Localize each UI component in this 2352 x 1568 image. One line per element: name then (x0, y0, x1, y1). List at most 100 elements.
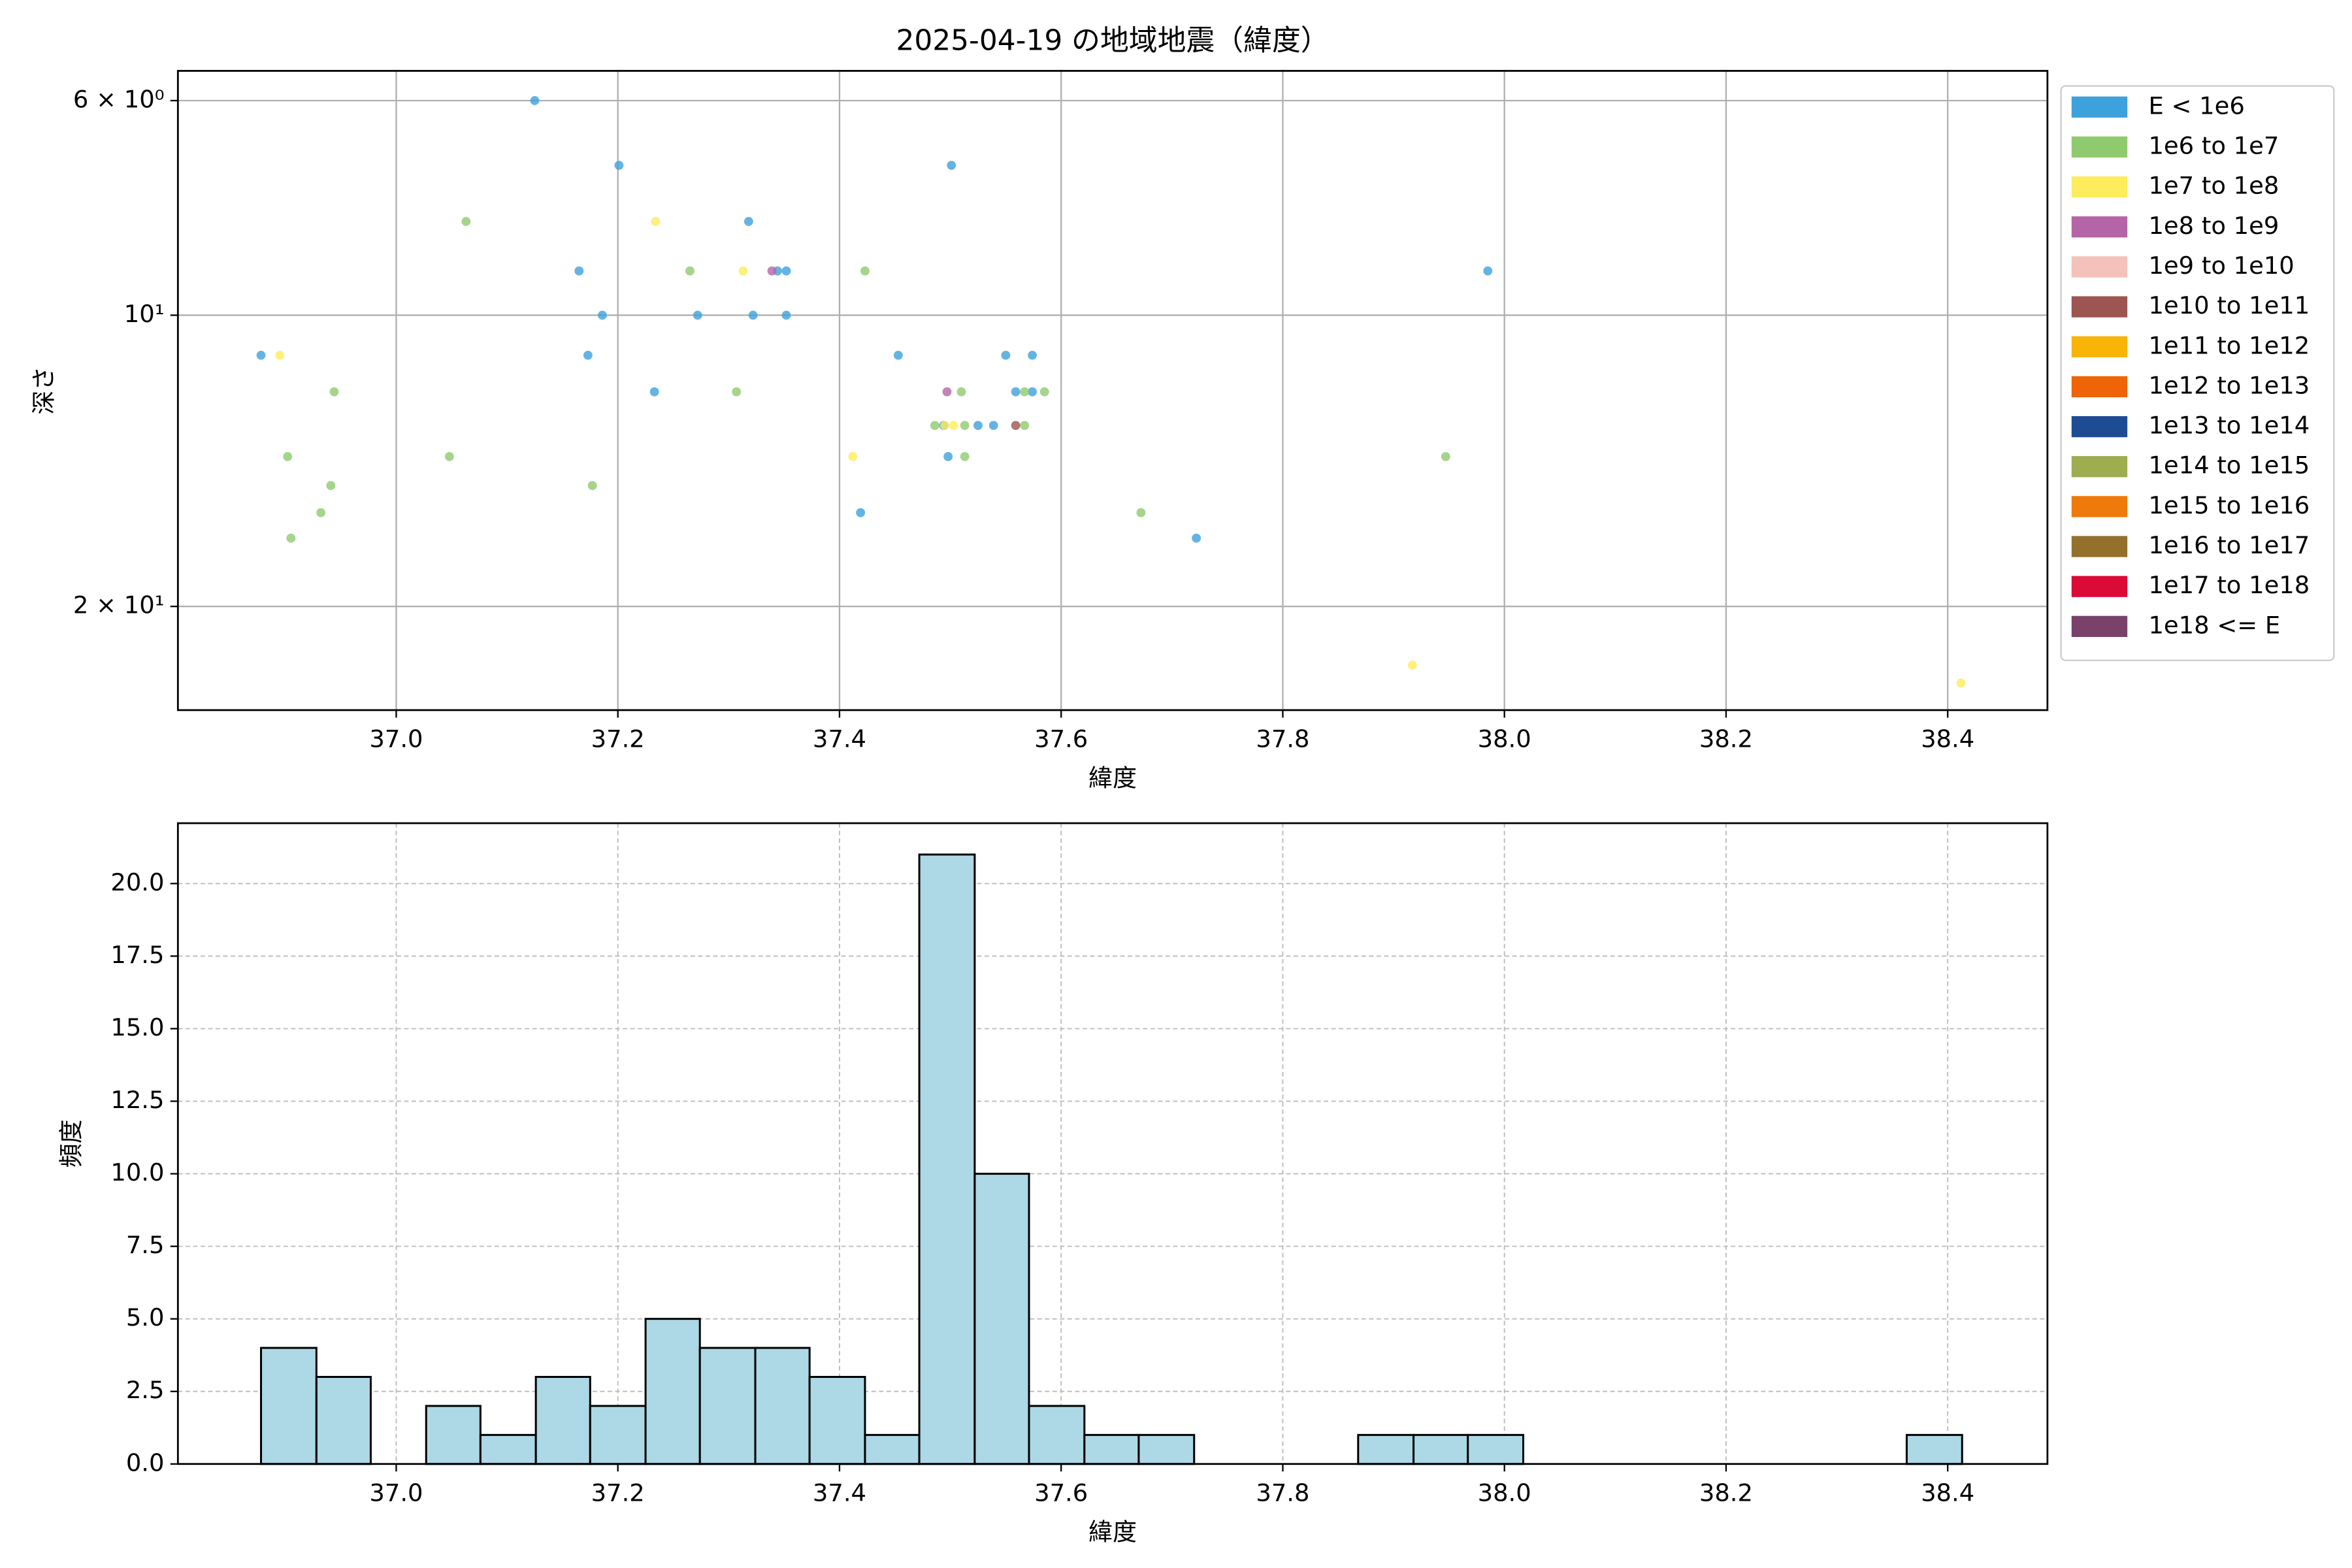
x-tick-label: 38.0 (1478, 1478, 1531, 1507)
point (598, 310, 607, 320)
point (649, 387, 659, 397)
x-tick-label: 37.0 (369, 1478, 423, 1507)
point (1483, 266, 1493, 276)
plot-frame (176, 70, 2049, 711)
point (940, 421, 950, 431)
point (860, 266, 870, 276)
point (316, 508, 326, 517)
legend-label: 1e10 to 1e11 (2148, 291, 2310, 319)
point (693, 310, 702, 320)
point (1028, 387, 1037, 397)
bar (1083, 1433, 1140, 1465)
point (743, 217, 753, 226)
x-tick-label: 37.2 (591, 1478, 645, 1507)
bar (479, 1433, 537, 1465)
bar (1357, 1433, 1415, 1465)
point (256, 350, 266, 360)
legend-swatch (2071, 216, 2128, 238)
legend-swatch (2071, 416, 2128, 438)
y-axis-label: 頻度 (57, 1119, 85, 1168)
y-tick-label: 12.5 (110, 1086, 164, 1114)
legend-swatch (2071, 536, 2128, 557)
point (781, 266, 791, 276)
x-tick-label: 38.4 (1921, 1478, 1974, 1507)
point (574, 266, 584, 276)
legend-swatch (2071, 96, 2128, 118)
bar (754, 1347, 811, 1465)
point (781, 310, 791, 320)
x-tick-label: 37.4 (813, 725, 866, 753)
y-tick-label: 0.0 (126, 1448, 165, 1477)
x-tick-label: 38.0 (1478, 725, 1531, 753)
bar (1137, 1433, 1196, 1465)
bar (973, 1173, 1030, 1465)
plot-frame (176, 822, 2049, 1465)
x-tick-label: 37.0 (369, 725, 423, 753)
legend-label: E < 1e6 (2148, 91, 2244, 120)
bar (864, 1433, 921, 1465)
y-tick-label: 10¹ (124, 300, 165, 328)
point (738, 266, 748, 276)
point (960, 451, 970, 461)
point (1407, 661, 1417, 670)
point (461, 217, 471, 226)
y-tick-label: 17.5 (110, 941, 164, 969)
point (942, 387, 952, 397)
legend-label: 1e9 to 1e10 (2148, 252, 2294, 280)
point (956, 387, 966, 397)
point (530, 96, 540, 105)
bar (534, 1376, 591, 1465)
point (1020, 387, 1030, 397)
point (947, 161, 956, 171)
point (988, 421, 998, 431)
point (1020, 421, 1030, 431)
point (1136, 508, 1146, 517)
point (614, 161, 624, 171)
point (960, 421, 970, 431)
legend-swatch (2071, 336, 2128, 357)
bar (1467, 1433, 1525, 1465)
point (973, 421, 983, 431)
y-axis-label: 深さ (30, 367, 58, 415)
legend-box (2060, 85, 2335, 661)
x-tick-label: 37.2 (591, 725, 645, 753)
point (329, 387, 339, 397)
bar (425, 1405, 482, 1465)
bar (260, 1347, 318, 1465)
point (856, 508, 866, 517)
legend-label: 1e6 to 1e7 (2148, 132, 2279, 160)
bar (644, 1318, 701, 1465)
x-axis-label: 緯度 (1088, 1518, 1137, 1546)
x-tick-label: 37.8 (1256, 725, 1309, 753)
y-tick-label: 2 × 10¹ (73, 591, 165, 619)
point (1039, 387, 1049, 397)
legend-swatch (2071, 296, 2128, 318)
point (685, 266, 694, 276)
bar (589, 1405, 647, 1465)
legend-label: 1e15 to 1e16 (2148, 491, 2310, 519)
point (949, 421, 958, 431)
legend-label: 1e14 to 1e15 (2148, 451, 2310, 480)
point (583, 350, 593, 360)
x-tick-label: 37.6 (1034, 725, 1088, 753)
legend-label: 1e11 to 1e12 (2148, 331, 2310, 359)
legend-label: 1e13 to 1e14 (2148, 412, 2310, 440)
legend-swatch (2071, 256, 2128, 278)
bar (808, 1376, 866, 1465)
point (1011, 421, 1021, 431)
point (1028, 350, 1037, 360)
bar (1905, 1433, 1963, 1465)
legend-label: 1e8 to 1e9 (2148, 212, 2279, 240)
x-tick-label: 37.6 (1034, 1478, 1088, 1507)
point (326, 481, 336, 491)
y-tick-label: 7.5 (126, 1231, 165, 1259)
legend-swatch (2071, 456, 2128, 478)
point (283, 451, 293, 461)
y-tick-label: 2.5 (126, 1376, 165, 1404)
point (893, 350, 903, 360)
point (651, 217, 661, 226)
legend-label: 1e12 to 1e13 (2148, 371, 2310, 399)
x-tick-label: 38.2 (1699, 1478, 1753, 1507)
